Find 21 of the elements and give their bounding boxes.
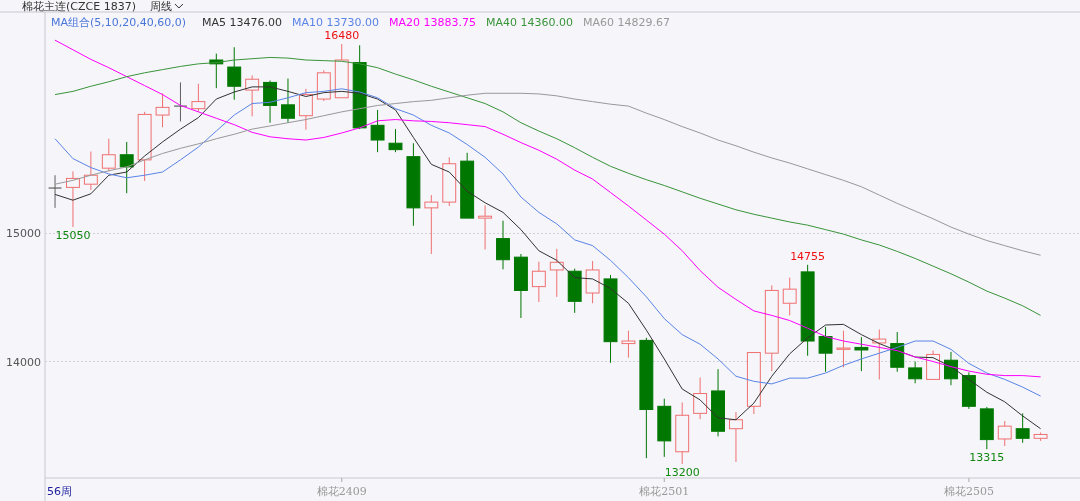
x-tick-label: 棉花2409	[316, 485, 367, 498]
x-tick-label: 棉花2505	[943, 485, 994, 498]
annotation: 15050	[55, 229, 91, 243]
annotation: 14755	[790, 249, 826, 263]
annotation: 13200	[664, 465, 700, 479]
y-tick-label: 15000	[6, 227, 41, 241]
chart-title: 棉花主连(CZCE 1837)	[22, 0, 136, 13]
text: MA60 14829.67	[583, 16, 671, 29]
x-tick-label: 棉花2501	[639, 485, 690, 498]
line-series	[54, 39, 1042, 378]
annotation: 13315	[969, 451, 1005, 465]
line-series	[54, 56, 1042, 316]
text: 56周	[47, 485, 72, 498]
legend-title: MA组合(5,10,20,40,60,0)	[51, 16, 187, 29]
text: MA40 14360.00	[486, 16, 574, 29]
y-tick-label: 14000	[6, 355, 41, 369]
text: MA20 13883.75	[389, 16, 477, 29]
text: MA5 13476.00	[202, 16, 283, 29]
chart-subtitle: 周线	[149, 0, 172, 13]
text: MA10 13730.00	[292, 16, 380, 29]
annotation: 16480	[324, 29, 360, 43]
